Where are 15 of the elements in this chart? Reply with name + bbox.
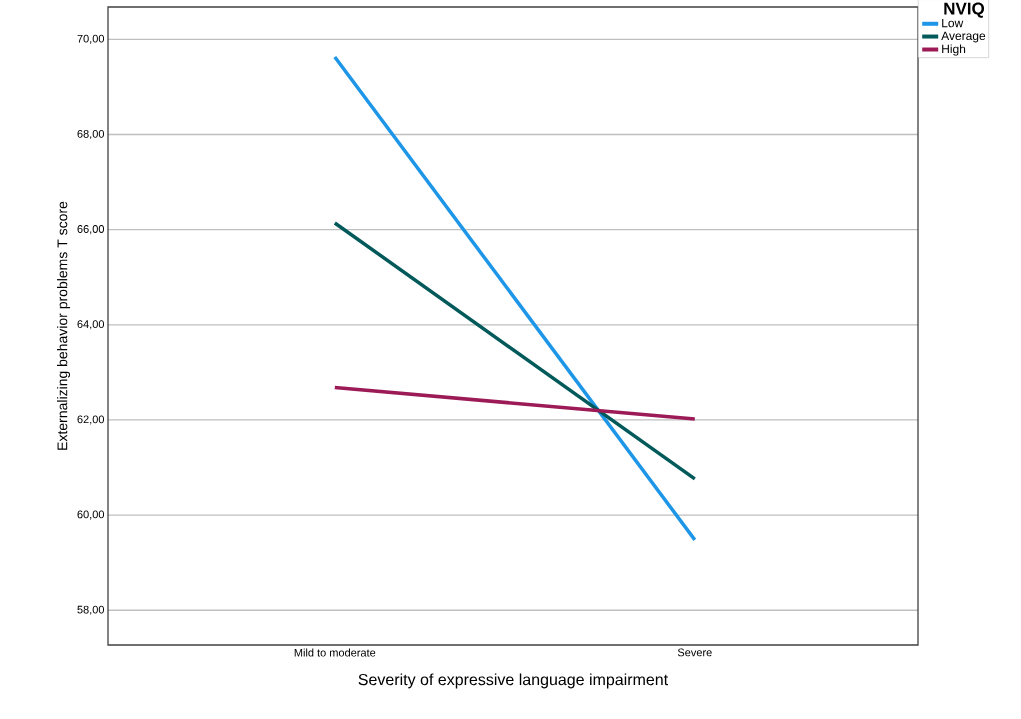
y-tick-label: 58,00 bbox=[77, 605, 105, 615]
x-axis-title: Severity of expressive language impairment bbox=[358, 673, 669, 689]
legend-title: NVIQ bbox=[944, 2, 985, 18]
y-tick-label: 64,00 bbox=[77, 320, 105, 330]
y-tick-label: 60,00 bbox=[77, 510, 105, 520]
x-tick-label: Mild to moderate bbox=[294, 648, 376, 657]
y-tick-label: 68,00 bbox=[77, 129, 105, 140]
x-tick-label: Severe bbox=[677, 648, 712, 657]
legend-label: Low bbox=[942, 18, 964, 28]
legend-label: High bbox=[942, 44, 966, 56]
y-axis-title: Externalizing behavior problems T score bbox=[57, 201, 71, 450]
y-tick-label: 66,00 bbox=[77, 225, 105, 235]
legend-label: Average bbox=[941, 31, 986, 43]
y-tick-label: 70,00 bbox=[77, 34, 105, 44]
y-tick-label: 62,00 bbox=[77, 415, 105, 425]
